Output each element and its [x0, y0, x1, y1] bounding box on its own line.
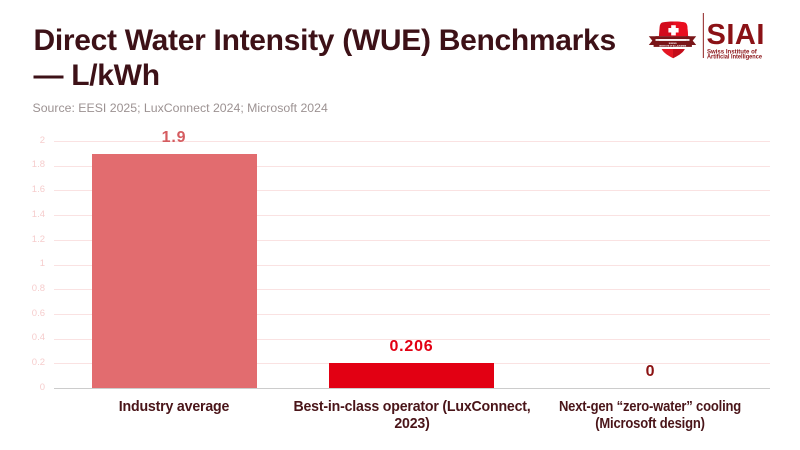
- svg-text:Swiss Institute of: Swiss Institute of: [707, 48, 758, 55]
- svg-text:INSTITUTE OF AI LAUSANNE: INSTITUTE OF AI LAUSANNE: [659, 45, 686, 48]
- svg-text:SIAI: SIAI: [707, 19, 765, 51]
- svg-text:SWISS: SWISS: [669, 43, 678, 45]
- svg-text:Artificial Intelligence: Artificial Intelligence: [707, 54, 762, 61]
